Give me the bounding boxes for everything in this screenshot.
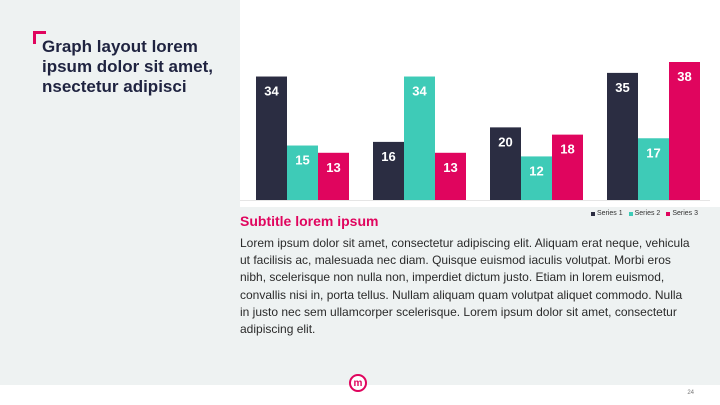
legend-label: Series 3 [672,210,698,217]
legend-item: Series 3 [666,210,698,217]
bar-chart: 34 15 13 16 34 13 20 12 18 35 17 38 [240,62,710,201]
bar-series-1-group-3 [490,127,521,200]
data-label: 17 [646,145,660,160]
chart-legend: Series 1 Series 2 Series 3 [590,210,698,217]
bar-series-3-group-4 [669,62,700,200]
legend-label: Series 1 [596,210,623,217]
bar-series-2-group-4 [638,138,669,200]
legend-label: Series 2 [634,210,661,217]
bar-series-3-group-1 [318,152,349,200]
data-label: 13 [443,160,457,175]
data-label: 13 [326,160,340,175]
page-number: 24 [687,390,694,396]
data-label: 34 [412,84,427,99]
data-label: 38 [677,69,691,84]
logo-letter: m [353,377,363,389]
slide-subtitle: Subtitle lorem ipsum [240,213,379,229]
bar-series-1-group-2 [373,141,404,200]
legend-swatch [628,211,633,216]
bar-series-1-group-4 [607,72,638,200]
brand-logo: m [349,374,367,392]
data-label: 16 [381,149,395,164]
data-label: 15 [295,153,309,168]
data-label: 20 [498,134,512,149]
body-text: Lorem ipsum dolor sit amet, consectetur … [240,236,690,337]
bar-series-2-group-2 [404,76,435,200]
data-label: 35 [615,80,629,95]
legend-swatch [666,211,671,216]
legend-swatch [590,211,595,216]
bar-series-3-group-3 [552,134,583,200]
data-label: 18 [560,142,574,157]
bar-series-1-group-1 [256,76,287,200]
bar-series-2-group-1 [287,145,318,200]
accent-bracket [33,31,46,44]
legend-item: Series 2 [628,210,661,217]
slide-title: Graph layout lorem ipsum dolor sit amet,… [42,37,213,96]
data-label: 12 [529,163,543,178]
legend-item: Series 1 [590,210,623,217]
bar-series-3-group-2 [435,152,466,200]
bar-series-2-group-3 [521,156,552,200]
data-label: 34 [264,84,279,99]
